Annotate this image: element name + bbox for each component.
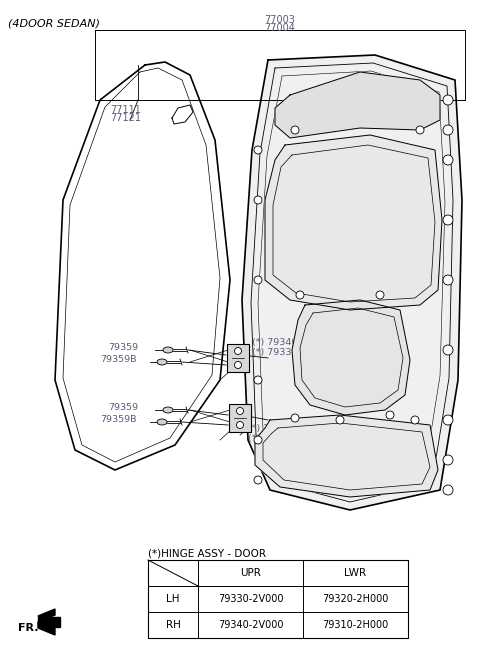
Circle shape [386, 411, 394, 419]
Text: (4DOOR SEDAN): (4DOOR SEDAN) [8, 18, 100, 28]
Text: 79310-2H000: 79310-2H000 [323, 620, 389, 630]
Circle shape [235, 347, 241, 354]
Text: 79330-2V000: 79330-2V000 [218, 594, 283, 604]
Text: FR.: FR. [18, 623, 38, 633]
Circle shape [443, 155, 453, 165]
Circle shape [254, 196, 262, 204]
Polygon shape [255, 415, 438, 497]
Text: (*) 79312: (*) 79312 [248, 434, 293, 443]
Circle shape [443, 345, 453, 355]
Text: (*) 79311: (*) 79311 [248, 424, 293, 432]
Text: (*) 79340: (*) 79340 [252, 338, 298, 347]
Polygon shape [242, 55, 462, 510]
Polygon shape [265, 135, 442, 310]
Circle shape [443, 125, 453, 135]
Circle shape [235, 362, 241, 369]
Circle shape [443, 215, 453, 225]
Text: 79359: 79359 [108, 402, 138, 411]
Bar [227, 344, 249, 372]
Polygon shape [38, 609, 55, 635]
Text: 77004: 77004 [264, 23, 295, 33]
Text: 79340-2V000: 79340-2V000 [218, 620, 283, 630]
Circle shape [443, 485, 453, 495]
Polygon shape [275, 72, 440, 138]
Circle shape [443, 415, 453, 425]
Text: 77003: 77003 [264, 15, 295, 25]
Circle shape [254, 476, 262, 484]
Ellipse shape [157, 359, 167, 365]
Ellipse shape [163, 407, 173, 413]
Text: 77121: 77121 [110, 113, 141, 123]
Text: 79359B: 79359B [100, 415, 136, 424]
Text: LH: LH [166, 594, 180, 604]
Circle shape [411, 416, 419, 424]
Text: 77111: 77111 [110, 105, 141, 115]
Circle shape [336, 416, 344, 424]
Text: (*) 79330A: (*) 79330A [252, 347, 304, 356]
Text: (*)HINGE ASSY - DOOR: (*)HINGE ASSY - DOOR [148, 548, 266, 558]
Circle shape [254, 146, 262, 154]
Circle shape [254, 276, 262, 284]
Text: 79320-2H000: 79320-2H000 [322, 594, 389, 604]
Polygon shape [292, 300, 410, 415]
Circle shape [443, 95, 453, 105]
Text: RH: RH [166, 620, 180, 630]
Circle shape [443, 275, 453, 285]
Text: 79359: 79359 [108, 343, 138, 351]
Text: UPR: UPR [240, 568, 261, 578]
FancyArrow shape [38, 617, 60, 627]
Circle shape [237, 421, 243, 428]
Circle shape [254, 436, 262, 444]
Circle shape [237, 408, 243, 415]
Circle shape [291, 126, 299, 134]
Circle shape [376, 291, 384, 299]
Circle shape [296, 291, 304, 299]
Circle shape [291, 414, 299, 422]
Text: LWR: LWR [345, 568, 367, 578]
Text: 79359B: 79359B [100, 356, 136, 364]
Bar [229, 404, 251, 432]
Circle shape [254, 376, 262, 384]
Circle shape [443, 455, 453, 465]
Circle shape [416, 126, 424, 134]
Ellipse shape [163, 347, 173, 353]
Ellipse shape [157, 419, 167, 425]
